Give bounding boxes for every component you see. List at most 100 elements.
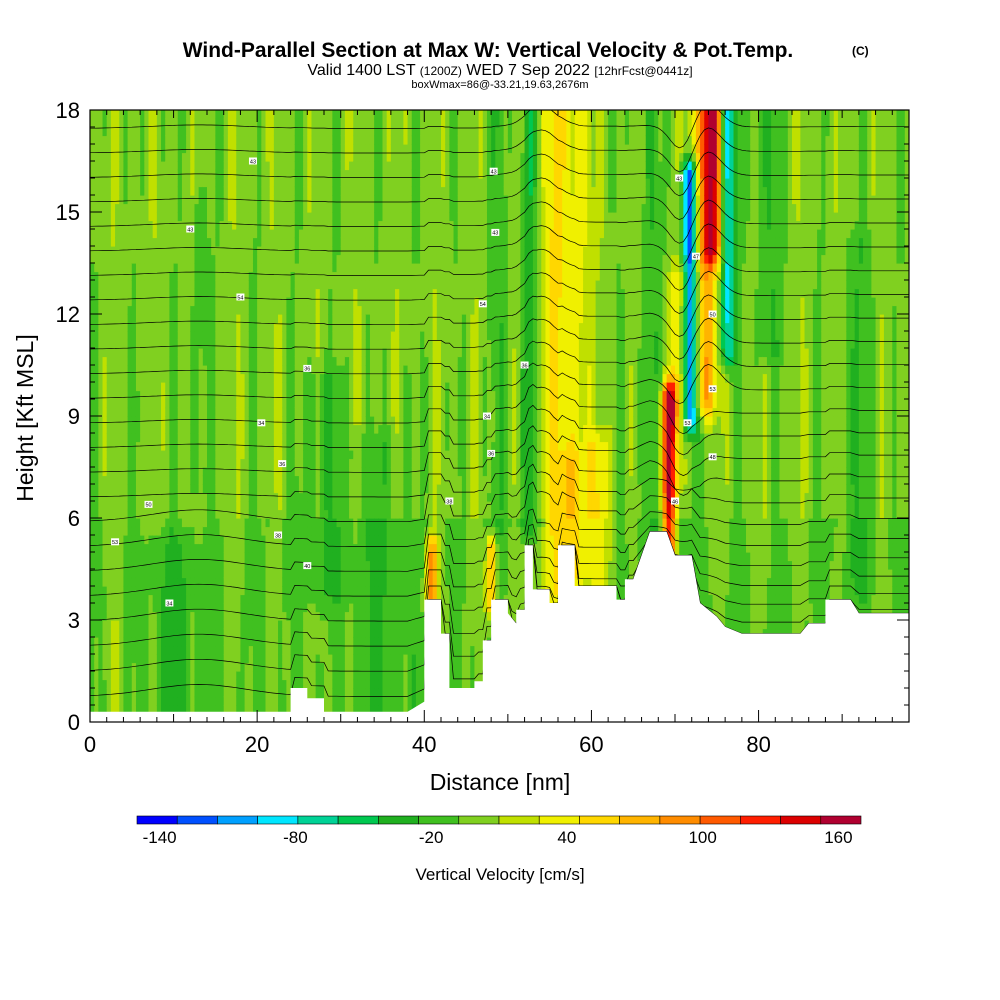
velocity-cell [194,144,199,153]
velocity-cell [182,127,187,136]
velocity-cell [282,510,287,519]
velocity-cell [178,212,183,221]
velocity-cell [128,603,133,612]
velocity-cell [215,586,220,595]
velocity-cell [144,663,149,672]
velocity-cell [320,357,325,366]
velocity-cell [224,127,229,136]
velocity-cell [207,527,212,536]
velocity-cell [282,297,287,306]
velocity-cell [316,510,321,519]
velocity-cell [123,569,128,578]
velocity-cell [253,637,258,646]
velocity-cell [194,110,199,119]
velocity-cell [215,306,220,315]
velocity-cell [353,680,358,689]
velocity-cell [115,331,120,340]
velocity-cell [286,144,291,153]
velocity-cell [374,153,379,162]
velocity-cell [341,459,346,468]
velocity-cell [378,535,383,544]
velocity-cell [186,263,191,272]
velocity-cell [236,187,241,196]
velocity-cell [90,544,95,553]
velocity-cell [178,110,183,119]
velocity-cell [324,416,329,425]
velocity-cell [215,178,220,187]
velocity-cell [370,603,375,612]
velocity-cell [236,263,241,272]
velocity-cell [332,476,337,485]
velocity-cell [303,467,308,476]
velocity-cell [357,374,362,383]
velocity-cell [299,348,304,357]
velocity-cell [182,586,187,595]
velocity-cell [178,535,183,544]
velocity-cell [207,629,212,638]
velocity-cell [90,382,95,391]
velocity-cell [266,331,271,340]
velocity-cell [341,263,346,272]
velocity-cell [115,348,120,357]
velocity-cell [266,323,271,332]
velocity-cell [140,654,145,663]
velocity-cell [119,399,124,408]
velocity-cell [98,187,103,196]
velocity-cell [274,246,279,255]
velocity-cell [320,161,325,170]
velocity-cell [261,289,266,298]
velocity-cell [366,680,371,689]
velocity-cell [140,569,145,578]
velocity-cell [253,382,258,391]
velocity-cell [341,136,346,145]
velocity-cell [232,603,237,612]
velocity-cell [240,391,245,400]
velocity-cell [311,178,316,187]
velocity-cell [303,144,308,153]
velocity-cell [199,493,204,502]
velocity-cell [232,170,237,179]
velocity-cell [140,323,145,332]
velocity-cell [299,416,304,425]
velocity-cell [337,255,342,264]
velocity-cell [370,697,375,706]
velocity-cell [245,382,250,391]
velocity-cell [274,221,279,230]
velocity-cell [107,161,112,170]
velocity-cell [115,603,120,612]
velocity-cell [245,697,250,706]
velocity-cell [291,204,296,213]
velocity-cell [174,153,179,162]
velocity-cell [236,204,241,213]
velocity-cell [261,246,266,255]
velocity-cell [203,127,208,136]
velocity-cell [224,416,229,425]
velocity-cell [324,518,329,527]
velocity-cell [357,697,362,706]
velocity-cell [207,569,212,578]
velocity-cell [103,221,108,230]
velocity-cell [123,306,128,315]
velocity-cell [90,221,95,230]
velocity-cell [240,484,245,493]
velocity-cell [370,510,375,519]
velocity-cell [374,459,379,468]
velocity-cell [266,569,271,578]
velocity-cell [149,484,154,493]
velocity-cell [299,544,304,553]
velocity-cell [345,212,350,221]
velocity-cell [362,646,367,655]
velocity-cell [157,238,162,247]
velocity-cell [153,552,158,561]
velocity-cell [240,348,245,357]
velocity-cell [220,382,225,391]
velocity-cell [353,323,358,332]
velocity-cell [236,510,241,519]
velocity-cell [115,510,120,519]
velocity-cell [203,450,208,459]
velocity-cell [103,518,108,527]
velocity-cell [286,127,291,136]
velocity-cell [228,612,233,621]
velocity-cell [157,561,162,570]
velocity-cell [370,544,375,553]
